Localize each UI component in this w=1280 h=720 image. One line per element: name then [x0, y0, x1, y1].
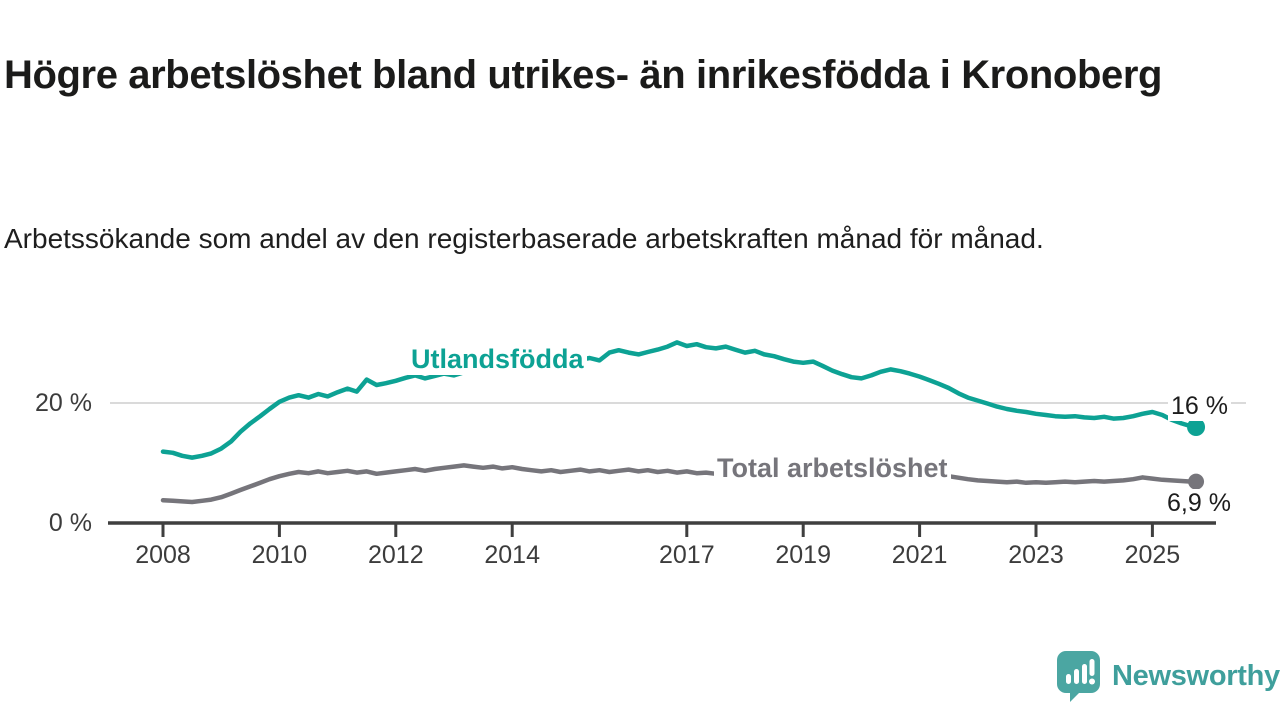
- x-tick-label: 2008: [135, 541, 191, 569]
- chart-subtitle: Arbetssökande som andel av den registerb…: [4, 223, 1044, 254]
- x-tick-label: 2021: [891, 541, 948, 569]
- end-value-label-utlandsfodda: 16 %: [1168, 392, 1231, 421]
- x-tick-label: 2017: [658, 541, 715, 569]
- line-total: [160, 463, 1199, 505]
- newsworthy-logo: Newsworthy: [1056, 648, 1280, 704]
- y-axis-tick-label-20: 20 %: [35, 389, 92, 417]
- end-dot-utlandsfodda: [1187, 418, 1206, 436]
- line-utlandsfodda: [160, 340, 1199, 460]
- x-tick-label: 2010: [251, 541, 308, 569]
- x-tick-label: 2023: [1008, 541, 1064, 569]
- x-tick-label: 2012: [367, 541, 424, 569]
- brand-name: Newsworthy: [1112, 659, 1280, 692]
- end-value-label-total: 6,9 %: [1164, 489, 1234, 518]
- series-label-total-arbetsloshet: Total arbetslöshet: [714, 453, 951, 484]
- x-tick-label: 2019: [775, 541, 831, 569]
- page-title: Högre arbetslöshet bland utrikes- än inr…: [4, 52, 1163, 97]
- y-axis-tick-label-0: 0 %: [48, 509, 92, 537]
- bar-chart-speech-bubble-icon: [1057, 651, 1100, 702]
- x-tick-label: 2025: [1124, 541, 1181, 569]
- end-dot-total: [1188, 473, 1205, 490]
- series-label-utlandsfodda: Utlandsfödda: [408, 344, 587, 375]
- x-tick-label: 2014: [484, 541, 540, 569]
